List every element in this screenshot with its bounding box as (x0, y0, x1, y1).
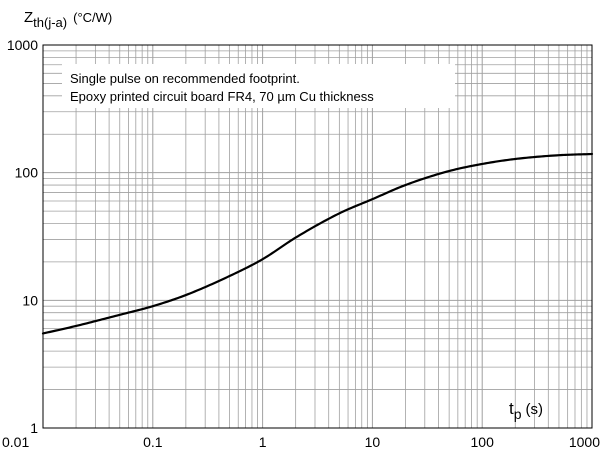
annotation-line-2: Epoxy printed circuit board FR4, 70 µm C… (70, 89, 374, 104)
x-tick-label: 100 (471, 434, 495, 450)
plot-frame (42, 44, 593, 429)
y-tick-label: 100 (15, 165, 39, 181)
x-tick-label: 0.1 (143, 434, 163, 450)
x-tick-label: 10 (365, 434, 381, 450)
x-tick-label: 1 (259, 434, 267, 450)
x-axis-label: tp (s) (509, 399, 543, 422)
series-layer (41, 152, 594, 335)
y-axis-label-main: Z (24, 9, 33, 26)
x-tick-label: 0.01 (2, 434, 29, 450)
series-line (41, 152, 594, 335)
x-axis-label-main: t (509, 399, 514, 418)
y-tick-label: 10 (22, 292, 38, 308)
y-axis-label-unit: (°C/W) (73, 10, 112, 25)
y-axis-label-sub: th(j-a) (33, 15, 67, 30)
annotation-background (62, 64, 455, 108)
x-tick-label: 1000 (569, 434, 600, 450)
grid (43, 45, 592, 428)
tick-labels: 0.01 0.1 1 10 100 1000 1 10 100 1000 (2, 37, 600, 450)
x-axis-label-sub: p (514, 406, 522, 422)
x-axis-label-unit: (s) (526, 401, 544, 418)
y-axis-label: Zth(j-a) (°C/W) (24, 9, 112, 30)
annotation-line-1: Single pulse on recommended footprint. (70, 71, 300, 86)
y-tick-label: 1000 (7, 37, 38, 53)
y-tick-label: 1 (30, 420, 38, 436)
